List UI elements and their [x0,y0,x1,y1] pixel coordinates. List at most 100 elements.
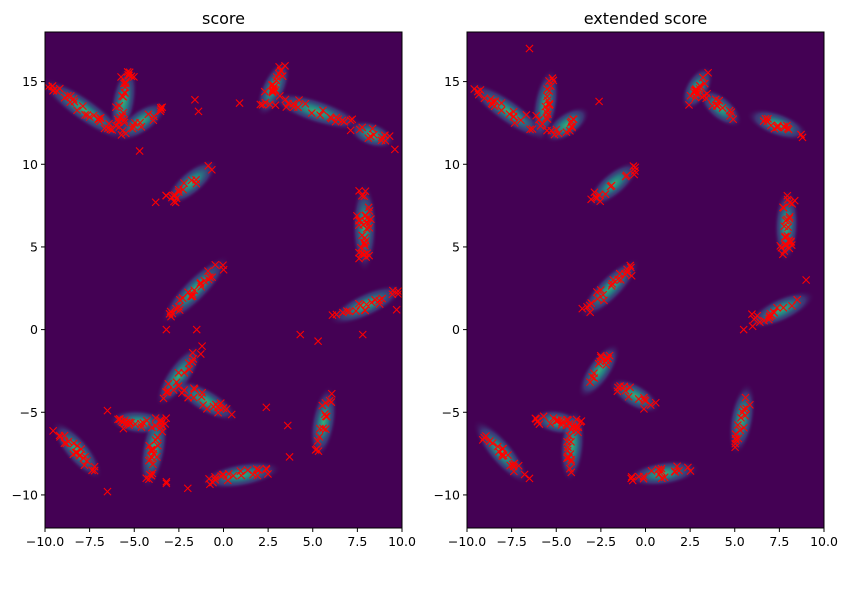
data-point-marker [69,439,78,448]
data-point-marker [296,330,305,339]
data-point-marker [262,465,271,474]
data-point-marker [731,443,740,452]
data-point-marker [262,403,271,412]
plot-frame [466,31,825,529]
data-point-marker [204,275,213,284]
data-point-marker [499,451,508,460]
data-point-marker [314,337,323,346]
data-point-marker [270,82,279,91]
data-point-marker [357,191,366,200]
data-point-marker [119,424,128,433]
y-tick-label: 10 [22,157,38,172]
data-point-marker [196,349,205,358]
data-point-marker [526,125,535,134]
data-point-marker [590,188,599,197]
plot-title: extended score [584,9,708,28]
data-point-marker [588,373,597,382]
data-point-marker [146,446,155,455]
data-point-marker [729,115,738,124]
data-point-marker [760,316,769,325]
data-point-marker [362,224,371,233]
data-point-marker [116,113,125,122]
data-point-marker [660,473,669,482]
data-point-marker [178,294,187,303]
data-point-marker [725,106,734,115]
data-point-marker [194,107,203,116]
data-point-marker [362,300,371,309]
data-point-marker [172,304,180,313]
data-point-marker [48,81,57,90]
data-point-marker [188,289,197,298]
data-point-marker [509,467,518,476]
y-tick-label: −5 [442,405,460,420]
data-point-marker [106,125,115,134]
x-tick-label: 10.0 [810,534,838,549]
subplot-extended-score: extended score −10.0 −7.5 −5.0 −2.5 0.0 2.5 5.… [434,9,838,549]
data-point-marker [673,462,682,471]
data-point-marker [352,306,361,315]
data-point-marker [119,108,128,117]
data-point-marker [367,298,376,307]
data-point-marker [216,399,225,408]
data-point-marker [135,147,144,156]
plot-title: score [202,9,245,28]
data-point-marker [129,72,138,81]
data-point-marker [103,406,112,415]
data-point-marker [639,404,648,413]
data-point-marker [78,102,87,111]
data-point-marker [626,383,635,392]
data-point-marker [779,303,788,312]
data-point-marker [283,421,292,430]
data-point-marker [199,401,208,410]
data-point-marker [60,93,69,102]
data-point-marker [516,116,525,125]
data-point-marker [103,487,112,496]
data-point-marker [788,199,797,208]
data-point-marker [565,464,574,473]
data-point-marker [780,240,789,249]
data-point-marker [189,393,198,402]
data-point-marker [630,170,639,179]
data-point-marker [103,124,112,133]
data-point-marker [646,401,655,410]
data-point-marker [785,198,794,207]
x-tick-label: 7.5 [347,534,367,549]
data-point-marker [388,286,397,295]
data-point-marker [327,389,336,398]
data-point-marker [129,122,138,131]
data-point-marker [174,368,183,377]
y-tick-label: 15 [444,74,460,89]
data-point-marker [608,279,617,288]
data-point-marker [779,203,788,212]
data-point-marker [289,103,298,112]
data-point-marker [686,467,695,476]
data-point-marker [271,101,280,110]
data-point-marker [357,243,366,252]
data-point-marker [639,472,648,481]
data-point-marker [56,432,65,441]
data-point-marker [657,467,666,476]
data-point-marker [62,439,71,448]
data-point-marker [111,103,120,112]
data-point-marker [174,382,183,391]
x-tick-label: −2.5 [164,534,194,549]
data-point-marker [211,260,220,269]
data-point-marker [321,412,330,421]
data-point-marker [703,89,712,98]
data-point-marker [227,410,236,419]
plot-frame [44,31,403,529]
x-tick-label: −10.0 [448,534,486,549]
data-point-marker [198,388,207,397]
data-point-marker [641,396,650,405]
data-point-marker [235,99,244,108]
data-point-marker [639,474,648,483]
data-point-marker [627,271,636,280]
y-tick-label: −10 [12,487,38,502]
marker-layer [470,44,811,485]
data-point-marker [174,188,183,197]
x-tick-label: 5.0 [725,534,745,549]
data-point-marker [208,273,217,282]
data-point-marker [616,382,625,391]
data-point-marker [360,250,369,259]
data-point-marker [505,110,514,119]
